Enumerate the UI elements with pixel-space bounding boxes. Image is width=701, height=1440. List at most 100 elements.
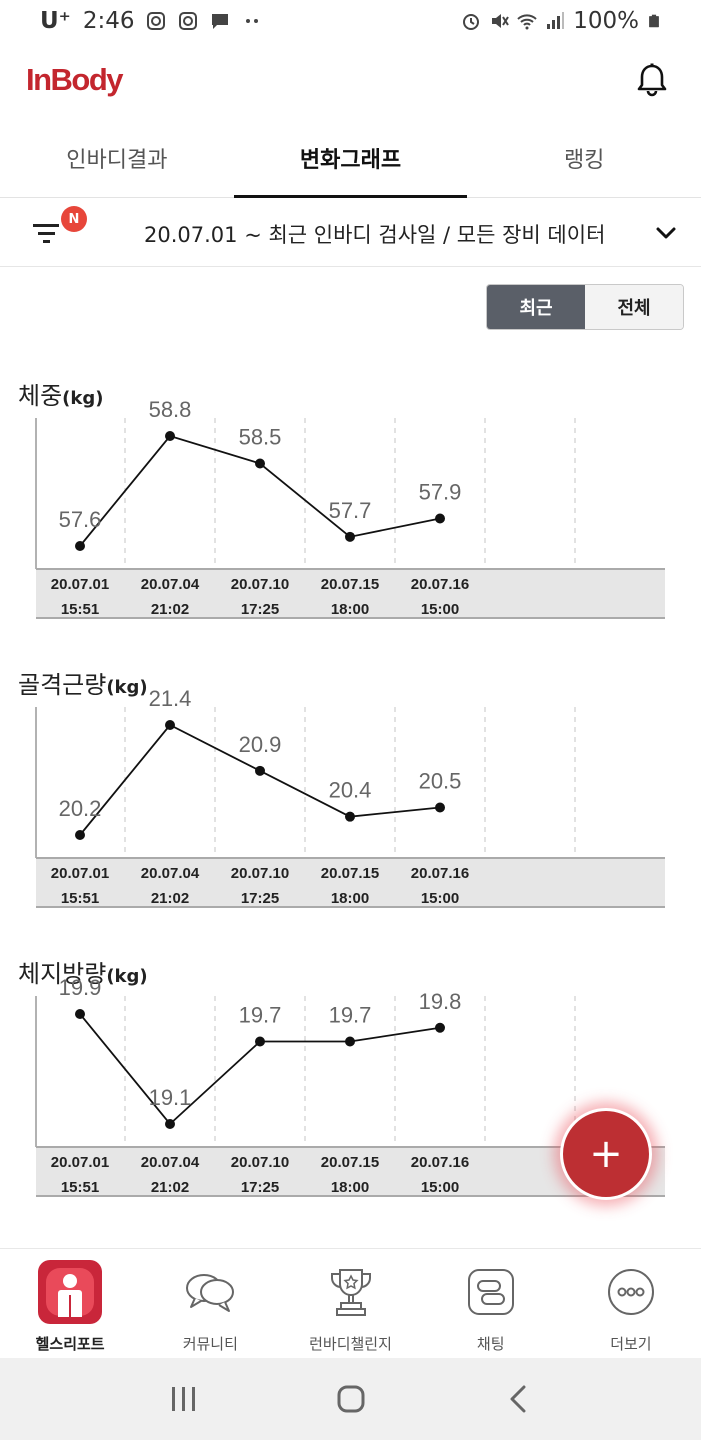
recent-apps-icon[interactable]: [164, 1379, 204, 1419]
nav-health-report[interactable]: 헬스리포트: [0, 1249, 140, 1358]
tab-bar: 인바디결과 변화그래프 랭킹: [0, 118, 701, 198]
data-point[interactable]: [345, 811, 355, 822]
status-time: 2:46: [82, 8, 135, 34]
data-point[interactable]: [435, 1022, 445, 1033]
add-button[interactable]: +: [560, 1108, 652, 1200]
date-tick-label: 20.07.16: [411, 865, 469, 882]
data-label: 57.7: [329, 498, 372, 523]
instagram-icon: [179, 12, 198, 30]
battery-icon: [649, 14, 659, 28]
data-label: 20.2: [59, 796, 102, 821]
bell-icon[interactable]: [637, 63, 667, 97]
data-point[interactable]: [75, 1009, 85, 1019]
date-tick-label: 20.07.04: [141, 865, 200, 882]
data-point[interactable]: [165, 720, 175, 730]
more-dots-icon: [246, 19, 259, 23]
weight-chart: 체중(kg) 57.6 20.07.01 15:51 58.8 20.07.04 21:0…: [0, 376, 701, 626]
data-point[interactable]: [345, 1036, 355, 1047]
time-tick-label: 21:02: [151, 890, 189, 907]
chart-title-text: 골격근량: [18, 671, 107, 699]
nav-label: 더보기: [610, 1335, 652, 1353]
data-point[interactable]: [165, 431, 175, 441]
nav-label: 런바디챌린지: [309, 1335, 392, 1353]
data-point[interactable]: [435, 802, 445, 813]
time-tick-label: 15:51: [61, 890, 99, 907]
chart-unit: (kg): [106, 966, 148, 987]
date-tick-label: 20.07.01: [51, 576, 109, 593]
data-point[interactable]: [75, 541, 85, 551]
signal-icon: [547, 12, 565, 29]
time-tick-label: 17:25: [241, 890, 279, 907]
date-tick-label: 20.07.01: [51, 1154, 109, 1171]
date-tick-label: 20.07.01: [51, 865, 109, 882]
data-point[interactable]: [75, 830, 85, 840]
chat-bubbles-icon: [177, 1259, 243, 1325]
trophy-icon: [318, 1259, 384, 1325]
date-tick-label: 20.07.16: [411, 576, 469, 593]
data-label: 19.7: [329, 1003, 372, 1028]
tab-change-graph[interactable]: 변화그래프: [233, 118, 468, 198]
battery-percent: 100%: [573, 8, 639, 34]
date-tick-label: 20.07.15: [321, 865, 379, 882]
chart-unit: (kg): [62, 388, 104, 409]
date-tick-label: 20.07.16: [411, 1154, 469, 1171]
instagram-icon: [147, 12, 166, 30]
series-line: [79, 1013, 441, 1126]
tab-ranking[interactable]: 랭킹: [563, 147, 605, 173]
muscle-line-chart: 20.2 20.07.01 15:51 21.4 20.07.04 21:02 20.9 20…: [35, 686, 665, 908]
new-badge: N: [61, 206, 87, 232]
nav-label: 커뮤니티: [182, 1335, 238, 1353]
body-fat-line-chart: 19.9 20.07.01 15:51 19.1 20.07.04 21:02 19.7 20…: [35, 975, 665, 1197]
chart-title: 골격근량(kg): [18, 665, 148, 700]
back-icon[interactable]: [498, 1379, 538, 1419]
series-line: [79, 434, 441, 547]
recent-toggle-button[interactable]: 최근: [487, 285, 585, 329]
muscle-chart: 골격근량(kg) 20.2 20.07.01 15:51 21.4 20.07.04 21…: [0, 665, 701, 915]
data-point[interactable]: [165, 1119, 175, 1129]
carrier-label: U⁺: [40, 8, 71, 34]
filter-bar[interactable]: N 20.07.01 ~ 최근 인바디 검사일 / 모든 장비 데이터: [0, 199, 701, 267]
date-tick-label: 20.07.04: [141, 1154, 200, 1171]
nav-label: 헬스리포트: [35, 1335, 105, 1353]
data-point[interactable]: [255, 458, 265, 469]
tab-inbody-result[interactable]: 인바디결과: [66, 147, 168, 173]
nav-challenge[interactable]: 런바디챌린지: [280, 1249, 420, 1358]
data-label: 19.1: [149, 1085, 192, 1110]
data-label: 57.6: [59, 507, 102, 532]
chart-title-text: 체지방량: [18, 960, 107, 988]
nav-chat[interactable]: 채팅: [421, 1249, 561, 1358]
date-range-text[interactable]: 20.07.01 ~ 최근 인바디 검사일 / 모든 장비 데이터: [144, 223, 606, 247]
bottom-nav: 헬스리포트 커뮤니티 런바디챌린지: [0, 1248, 701, 1358]
data-point[interactable]: [255, 1036, 265, 1047]
date-band: [36, 858, 665, 907]
nav-community[interactable]: 커뮤니티: [140, 1249, 280, 1358]
date-tick-label: 20.07.10: [231, 865, 289, 882]
chart-title: 체지방량(kg): [18, 954, 148, 989]
date-tick-label: 20.07.15: [321, 1154, 379, 1171]
chart-title: 체중(kg): [18, 376, 103, 411]
home-icon[interactable]: [331, 1379, 371, 1419]
status-bar: U⁺ 2:46 100%: [0, 0, 701, 42]
data-point[interactable]: [255, 765, 265, 776]
time-tick-label: 15:51: [61, 601, 99, 618]
data-label: 21.4: [149, 686, 192, 711]
data-label: 20.4: [329, 778, 372, 803]
data-point[interactable]: [435, 513, 445, 524]
date-tick-label: 20.07.04: [141, 576, 200, 593]
time-tick-label: 21:02: [151, 601, 189, 618]
time-tick-label: 15:00: [421, 601, 459, 618]
inbody-logo: InBody: [26, 62, 124, 97]
all-toggle-button[interactable]: 전체: [585, 285, 683, 329]
data-label: 20.9: [239, 732, 282, 757]
data-label: 20.5: [419, 769, 462, 794]
filter-icon[interactable]: [32, 221, 62, 245]
nav-label: 채팅: [476, 1335, 505, 1353]
date-tick-label: 20.07.15: [321, 576, 379, 593]
data-label: 57.9: [419, 480, 462, 505]
data-label: 58.8: [149, 397, 192, 422]
message-icon: [212, 14, 229, 29]
chevron-down-icon[interactable]: [654, 221, 678, 245]
data-point[interactable]: [345, 531, 355, 542]
time-tick-label: 15:00: [421, 890, 459, 907]
nav-more[interactable]: 더보기: [561, 1249, 701, 1358]
